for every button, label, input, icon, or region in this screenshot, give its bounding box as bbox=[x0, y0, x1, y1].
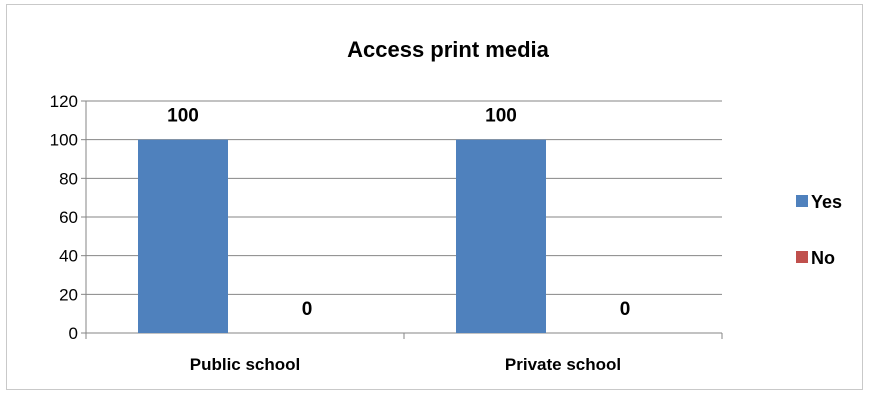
legend-swatch-yes bbox=[796, 195, 808, 207]
legend-swatch-no bbox=[796, 251, 808, 263]
bar-yes-1 bbox=[456, 139, 546, 333]
legend-label-no: No bbox=[811, 248, 835, 268]
data-label: 100 bbox=[485, 106, 517, 127]
legend-label-yes: Yes bbox=[811, 192, 842, 212]
x-category-label: Private school bbox=[505, 355, 621, 374]
data-label: 0 bbox=[302, 299, 313, 320]
y-tick-label: 0 bbox=[69, 324, 78, 343]
chart-title: Access print media bbox=[347, 37, 550, 62]
y-tick-label: 80 bbox=[59, 169, 78, 188]
x-category-label: Public school bbox=[190, 355, 301, 374]
bar-yes-0 bbox=[138, 139, 228, 333]
data-label: 100 bbox=[167, 106, 199, 127]
y-tick-label: 40 bbox=[59, 247, 78, 266]
y-tick-label: 60 bbox=[59, 208, 78, 227]
y-tick-label: 20 bbox=[59, 285, 78, 304]
data-label: 0 bbox=[620, 299, 631, 320]
data-labels: 100 0 100 0 bbox=[167, 106, 630, 320]
legend: Yes No bbox=[796, 192, 842, 268]
y-tick-label: 120 bbox=[50, 92, 78, 111]
y-tick-label: 100 bbox=[50, 131, 78, 150]
bars bbox=[138, 139, 546, 333]
